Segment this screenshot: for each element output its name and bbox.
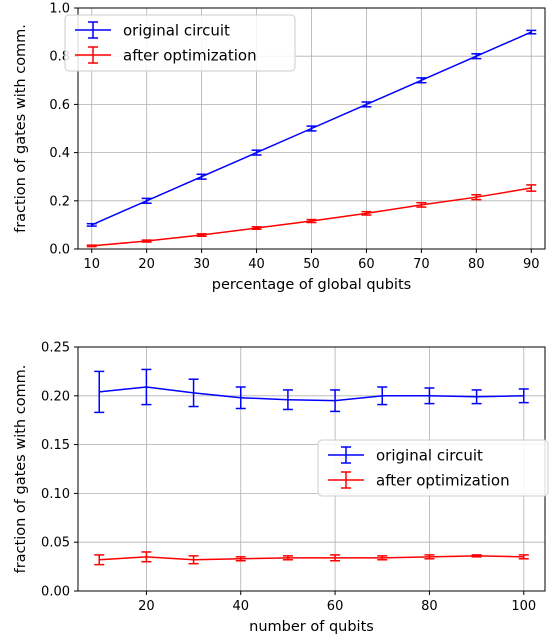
y-tick-label: 0.10 xyxy=(41,487,70,502)
y-tick-label: 1.0 xyxy=(49,2,70,17)
x-tick-label: 20 xyxy=(138,599,155,614)
legend-label: after optimization xyxy=(376,472,510,490)
legend-entry-2: after optimization xyxy=(75,46,257,65)
y-axis-label: fraction of gates with comm. xyxy=(13,24,29,233)
x-axis-label: number of qubits xyxy=(249,619,374,635)
y-tick-label: 0.00 xyxy=(41,585,70,600)
y-tick-label: 0.0 xyxy=(49,243,70,258)
x-axis-label: percentage of global qubits xyxy=(212,277,411,293)
y-tick-label: 0.4 xyxy=(49,146,70,161)
series-2 xyxy=(94,551,529,566)
legend: original circuit after optimization xyxy=(64,14,296,72)
x-tick-label: 60 xyxy=(358,257,375,272)
legend-entry-1: original circuit xyxy=(75,21,230,40)
x-tick-label: 70 xyxy=(413,257,430,272)
y-tick-label: 0.20 xyxy=(41,389,70,404)
y-axis-label: fraction of gates with comm. xyxy=(13,365,29,574)
chart-1: 10 20 30 40 50 60 70 80 900.00.20.40.60.81.0perc… xyxy=(13,2,546,293)
legend-label: after optimization xyxy=(123,47,257,65)
y-tick-label: 0.15 xyxy=(41,438,70,453)
legend: original circuit after optimization xyxy=(317,439,549,497)
y-tick-label: 0.25 xyxy=(41,341,70,356)
x-tick-label: 90 xyxy=(523,257,540,272)
legend-entry-2: after optimization xyxy=(328,471,510,490)
x-tick-label: 10 xyxy=(83,257,100,272)
legend-label: original circuit xyxy=(376,447,483,465)
x-tick-label: 40 xyxy=(248,257,265,272)
x-tick-label: 40 xyxy=(232,599,249,614)
series-2 xyxy=(86,184,537,248)
legend-entry-1: original circuit xyxy=(328,446,483,465)
x-tick-label: 60 xyxy=(327,599,344,614)
series-line xyxy=(99,555,524,561)
legend-box xyxy=(64,14,296,72)
x-tick-label: 50 xyxy=(303,257,320,272)
x-tick-label: 100 xyxy=(511,599,536,614)
x-tick-label: 80 xyxy=(468,257,485,272)
series-1 xyxy=(94,368,529,414)
y-tick-label: 0.05 xyxy=(41,536,70,551)
series-line xyxy=(99,386,524,402)
x-tick-label: 30 xyxy=(193,257,210,272)
series-1 xyxy=(86,29,537,227)
x-tick-label: 20 xyxy=(138,257,155,272)
chart-2: 20 40 60 80 100 0.00 0.05 0.10 0.15 0.20 0.25 numbe… xyxy=(13,341,549,635)
x-tick-label: 80 xyxy=(421,599,438,614)
legend-box xyxy=(317,439,549,497)
y-tick-label: 0.2 xyxy=(49,194,70,209)
legend-label: original circuit xyxy=(123,22,230,40)
y-tick-label: 0.6 xyxy=(49,98,70,113)
